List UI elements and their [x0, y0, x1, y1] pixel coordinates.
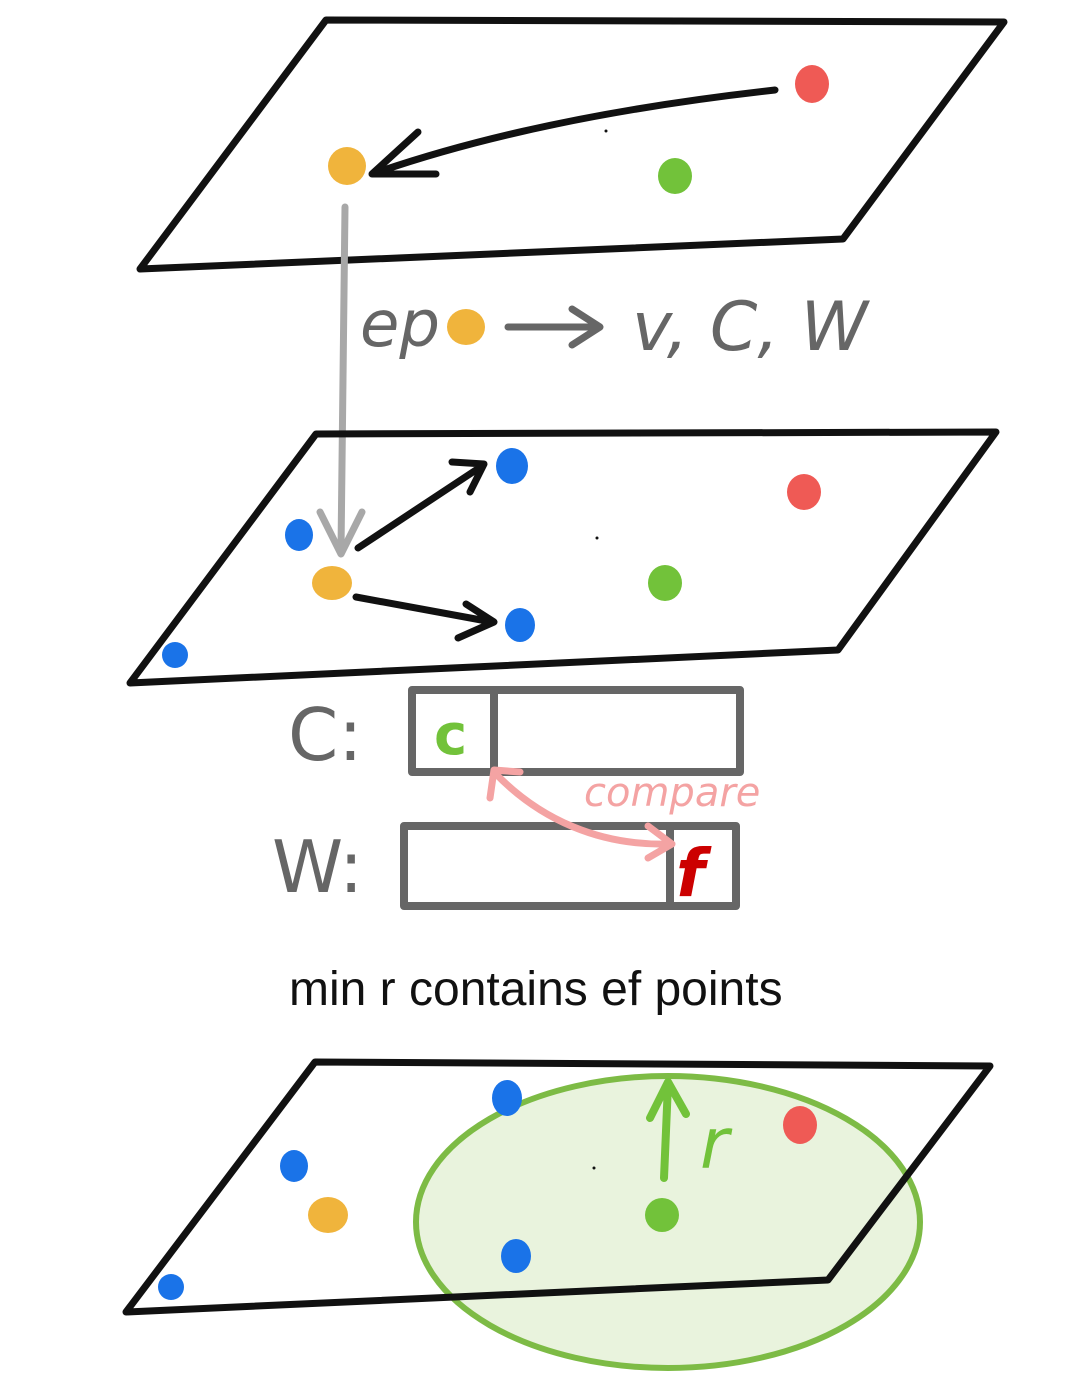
bottom-blue-point-bottom [501, 1239, 531, 1273]
bottom-orange-point [308, 1197, 348, 1233]
middle-layer-plane [126, 428, 1000, 687]
compare-arrow-head-start [486, 766, 524, 802]
top-layer-plane [136, 16, 1008, 273]
radius-label: r [700, 1103, 733, 1185]
neighbor-arrow-up [354, 458, 488, 552]
c-queue-label: C: [288, 693, 363, 777]
w-queue-label: W: [272, 825, 363, 909]
middle-blue-point-top [496, 448, 528, 484]
radius-arrow [646, 1078, 690, 1182]
candidate-queue: C: c [288, 686, 744, 777]
compare-annotation: compare [486, 766, 760, 862]
bottom-layer-plane [122, 1058, 994, 1316]
middle-blue-point-left [285, 519, 313, 551]
top-search-arrow-head [368, 128, 440, 178]
descend-arrow [316, 203, 366, 558]
compare-arrow-head-end [644, 822, 676, 862]
middle-green-point [648, 565, 682, 601]
stray-dot-bottom [592, 1166, 596, 1170]
bottom-blue-point-left [280, 1150, 308, 1182]
top-red-point [795, 65, 829, 103]
stray-dot-middle [595, 536, 599, 540]
ep-targets-label: v, C, W [632, 288, 871, 367]
middle-layer [126, 428, 1000, 687]
bottom-green-point [645, 1198, 679, 1232]
bottom-red-point [783, 1106, 817, 1144]
middle-orange-point [312, 566, 352, 600]
top-orange-point [328, 147, 366, 185]
w-queue-cell: f [676, 835, 712, 912]
top-search-arrow [374, 86, 779, 176]
entry-point-annotation: ep v, C, W [360, 288, 871, 367]
c-queue-cell: c [434, 703, 467, 768]
middle-blue-point-bottom [505, 608, 535, 642]
stray-dot-top [604, 129, 608, 133]
bottom-blue-point-top [492, 1080, 522, 1116]
middle-red-point [787, 474, 821, 510]
middle-blue-point-corner [162, 642, 188, 668]
bottom-layer: r [122, 1058, 994, 1371]
top-green-point [658, 158, 692, 194]
top-layer [136, 16, 1008, 273]
c-queue-box [408, 686, 744, 776]
compare-arrow [490, 768, 674, 848]
bottom-blue-point-corner [158, 1274, 184, 1300]
caption: min r contains ef points [289, 963, 783, 1016]
compare-label: compare [584, 770, 760, 816]
ep-orange-point [447, 309, 485, 345]
ep-arrow [504, 305, 604, 349]
neighbor-arrow-down [352, 593, 498, 642]
ep-label: ep [360, 288, 440, 362]
